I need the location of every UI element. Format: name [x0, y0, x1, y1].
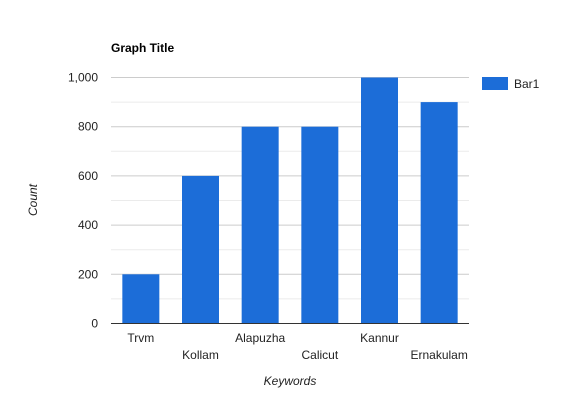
chart-title: Graph Title: [111, 41, 174, 55]
x-tick-label: Ernakulam: [410, 348, 467, 362]
bar-calicut: [301, 126, 339, 324]
bar-kannur: [361, 77, 398, 324]
y-axis-title: Count: [26, 183, 40, 216]
bar-alapuzha: [241, 126, 279, 324]
bar-ernakulam: [420, 102, 458, 324]
legend: Bar1: [482, 77, 540, 91]
y-tick-label: 800: [78, 120, 98, 134]
x-axis-ticks: Trvm Kollam Alapuzha Calicut Kannur Ernakulam: [127, 331, 467, 362]
y-tick-label: 400: [78, 218, 98, 232]
legend-label-bar1: Bar1: [514, 77, 540, 91]
x-tick-label: Alapuzha: [235, 331, 285, 345]
bar-kollam: [182, 175, 219, 324]
y-tick-label: 600: [78, 169, 98, 183]
x-tick-label: Kannur: [360, 331, 399, 345]
bar-trvm: [122, 274, 160, 324]
x-tick-label: Trvm: [127, 331, 154, 345]
y-axis-ticks: 0 200 400 600 800 1,000: [68, 71, 98, 331]
y-tick-label: 1,000: [68, 71, 98, 85]
x-tick-label: Kollam: [182, 348, 219, 362]
gridlines: [111, 77, 469, 300]
x-tick-label: Calicut: [301, 348, 338, 362]
y-tick-label: 0: [91, 317, 98, 331]
legend-swatch-bar1: [482, 77, 508, 90]
y-tick-label: 200: [78, 267, 98, 281]
bars: [122, 77, 458, 324]
x-axis-title: Keywords: [264, 374, 317, 388]
